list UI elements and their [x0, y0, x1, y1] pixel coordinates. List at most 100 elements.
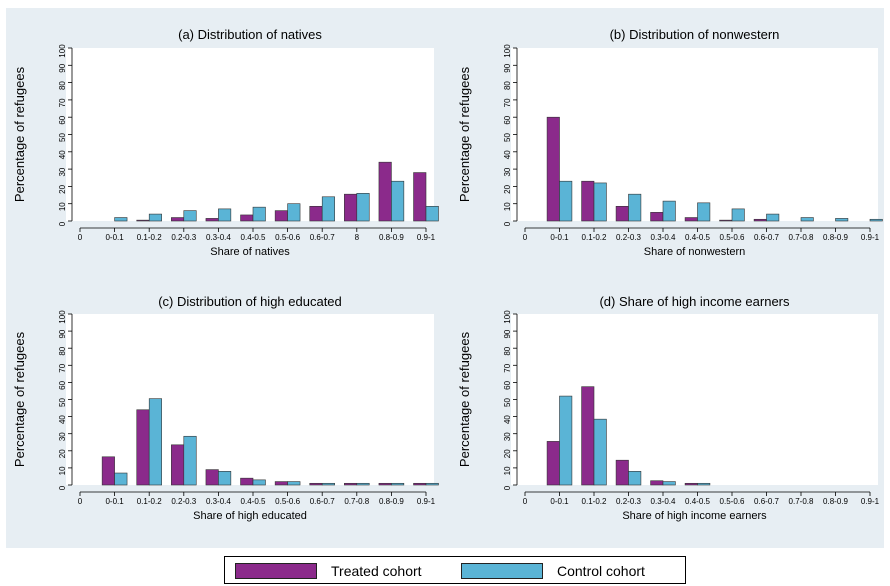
x-tick-label: 0 — [523, 497, 528, 506]
x-tick-label: 0 — [78, 497, 83, 506]
y-tick-label: 100 — [503, 310, 512, 324]
bar-control — [425, 205, 439, 222]
y-tick-label: 0 — [58, 485, 67, 490]
bar-treated — [581, 386, 595, 486]
y-tick-label: 40 — [503, 150, 512, 159]
bar-treated — [615, 205, 629, 222]
bar-control — [628, 471, 642, 486]
bar-treated — [581, 180, 595, 222]
y-tick-label: 60 — [58, 380, 67, 389]
y-tick-label: 50 — [503, 133, 512, 142]
bar-control — [628, 193, 642, 222]
y-tick-label: 100 — [503, 44, 512, 58]
bar-treated — [240, 214, 254, 222]
bar-control — [114, 472, 128, 486]
y-tick-label: 70 — [503, 98, 512, 107]
bar-treated — [344, 482, 358, 486]
bar-control — [252, 206, 266, 222]
y-tick-label: 60 — [503, 115, 512, 124]
x-tick-label: 0.6-0.7 — [754, 497, 779, 506]
bar-treated — [650, 212, 664, 222]
chart-title: (b) Distribution of nonwestern — [610, 27, 780, 42]
x-tick-label: 0.8-0.9 — [823, 497, 848, 506]
x-tick-label: 0.4-0.5 — [241, 233, 266, 242]
x-tick-label: 0.9-1 — [417, 497, 436, 506]
bar-treated — [136, 219, 150, 222]
bar-control — [559, 180, 573, 222]
y-tick-label: 60 — [503, 380, 512, 389]
bar-control — [425, 482, 439, 486]
bar-control — [321, 482, 335, 486]
y-tick-label: 30 — [58, 167, 67, 176]
y-tick-label: 80 — [503, 81, 512, 90]
legend-label-treated: Treated cohort — [331, 563, 422, 579]
x-tick-label: 8 — [355, 233, 360, 242]
y-tick-label: 100 — [58, 44, 67, 58]
x-tick-label: 0.5-0.6 — [275, 233, 300, 242]
x-axis-label: Share of nonwestern — [644, 246, 746, 258]
x-tick-label: 0.3-0.4 — [206, 233, 231, 242]
x-tick-label: 0.5-0.6 — [720, 233, 745, 242]
x-tick-label: 0.1-0.2 — [137, 497, 162, 506]
y-tick-label: 10 — [58, 202, 67, 211]
bar-treated — [171, 217, 185, 222]
x-tick-label: 0.6-0.7 — [310, 233, 335, 242]
y-tick-label: 40 — [58, 415, 67, 424]
bar-control — [391, 482, 405, 486]
x-tick-label: 0.7-0.8 — [344, 497, 369, 506]
bar-control — [766, 213, 780, 222]
bar-treated — [309, 205, 323, 222]
bar-control — [593, 418, 607, 486]
plot-area — [66, 314, 434, 485]
y-tick-label: 10 — [503, 202, 512, 211]
bar-treated — [753, 218, 767, 222]
y-tick-label: 30 — [503, 167, 512, 176]
y-tick-label: 80 — [58, 81, 67, 90]
bar-treated — [309, 482, 323, 486]
bar-control — [183, 210, 197, 222]
y-axis-label: Percentage of refugees — [12, 331, 27, 467]
y-tick-label: 20 — [503, 449, 512, 458]
bar-control — [218, 471, 232, 486]
x-tick-label: 0.9-1 — [417, 233, 436, 242]
x-tick-label: 0.2-0.3 — [616, 497, 641, 506]
legend: Treated cohort Control cohort — [224, 556, 686, 584]
y-axis-label: Percentage of refugees — [12, 66, 27, 202]
y-tick-label: 0 — [503, 221, 512, 226]
bar-control — [697, 202, 711, 222]
chart-title: (d) Share of high income earners — [599, 294, 790, 309]
bar-treated — [650, 480, 664, 486]
bar-treated — [274, 481, 288, 486]
y-axis-label: Percentage of refugees — [457, 331, 472, 467]
x-tick-label: 0.8-0.9 — [379, 497, 404, 506]
x-tick-label: 0-0.1 — [550, 233, 569, 242]
y-tick-label: 50 — [58, 398, 67, 407]
bar-treated — [171, 444, 185, 486]
bar-control — [391, 180, 405, 222]
x-tick-label: 0.3-0.4 — [206, 497, 231, 506]
x-tick-label: 0.8-0.9 — [823, 233, 848, 242]
y-tick-label: 70 — [58, 363, 67, 372]
y-tick-label: 40 — [503, 415, 512, 424]
bar-control — [800, 217, 814, 222]
x-tick-label: 0 — [78, 233, 83, 242]
bar-control — [114, 217, 128, 222]
bar-control — [869, 218, 883, 222]
bar-treated — [413, 482, 427, 486]
x-tick-label: 0.1-0.2 — [582, 233, 607, 242]
chart-title: (a) Distribution of natives — [178, 27, 322, 42]
x-tick-label: 0.7-0.8 — [789, 497, 814, 506]
bar-treated — [546, 441, 560, 486]
bar-treated — [205, 469, 219, 486]
bar-control — [559, 395, 573, 486]
x-tick-label: 0.8-0.9 — [379, 233, 404, 242]
x-tick-label: 0.1-0.2 — [582, 497, 607, 506]
plot-area — [66, 48, 434, 221]
x-axis-label: Share of high income earners — [622, 510, 767, 522]
x-tick-label: 0-0.1 — [550, 497, 569, 506]
y-tick-label: 30 — [503, 432, 512, 441]
bar-treated — [378, 482, 392, 486]
legend-item-control: Control cohort — [461, 562, 645, 580]
y-tick-label: 0 — [58, 221, 67, 226]
y-tick-label: 70 — [58, 98, 67, 107]
